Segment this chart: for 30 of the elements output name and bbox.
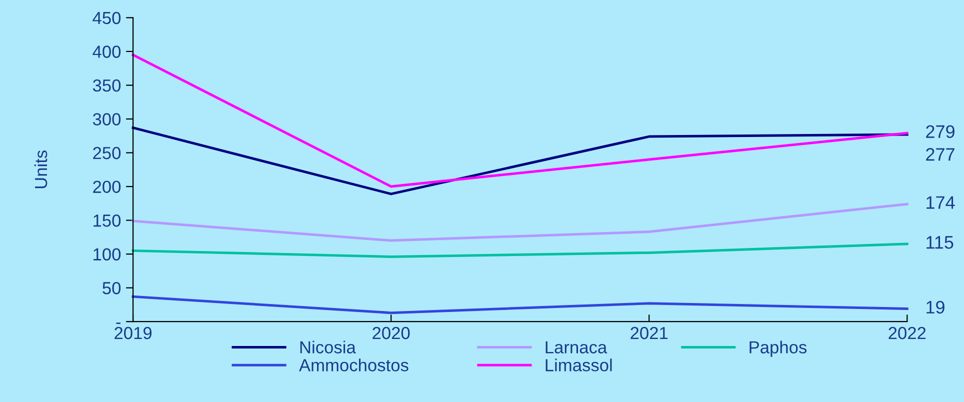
x-tick-label: 2019: [114, 326, 152, 340]
x-tick-label: 2022: [888, 326, 926, 340]
legend-label: Nicosia: [300, 340, 356, 354]
x-tick-label: 2021: [630, 326, 668, 340]
legend-label: Limassol: [546, 358, 612, 372]
line-series: [132, 242, 908, 258]
line-series: [132, 202, 908, 242]
data-label: 115: [926, 236, 954, 249]
y-tick-label: 400: [92, 46, 121, 58]
data-label: 279: [926, 125, 954, 138]
y-tick-label: 150: [94, 214, 121, 227]
y-tick-label: 450: [92, 12, 121, 24]
y-axis-title: Units: [34, 150, 48, 188]
legend-label: Larnaca: [546, 341, 608, 354]
data-label: 277: [926, 148, 954, 161]
data-label: 174: [926, 196, 955, 209]
data-label: 19: [926, 300, 944, 314]
line-series: [132, 126, 908, 196]
y-tick-label: 200: [93, 180, 121, 193]
legend-label: Paphos: [750, 340, 807, 357]
legend-label: Ammochostos: [299, 358, 408, 372]
y-tick-label: 100: [94, 248, 121, 261]
y-tick-label: 300: [92, 113, 121, 126]
line-series: [132, 295, 908, 314]
y-tick-label: 50: [102, 282, 121, 294]
y-tick-label: -: [116, 322, 120, 324]
y-tick-label: 250: [93, 146, 121, 160]
y-tick-label: 350: [92, 79, 121, 92]
line-series: [132, 54, 908, 188]
x-tick-label: 2020: [372, 326, 410, 340]
